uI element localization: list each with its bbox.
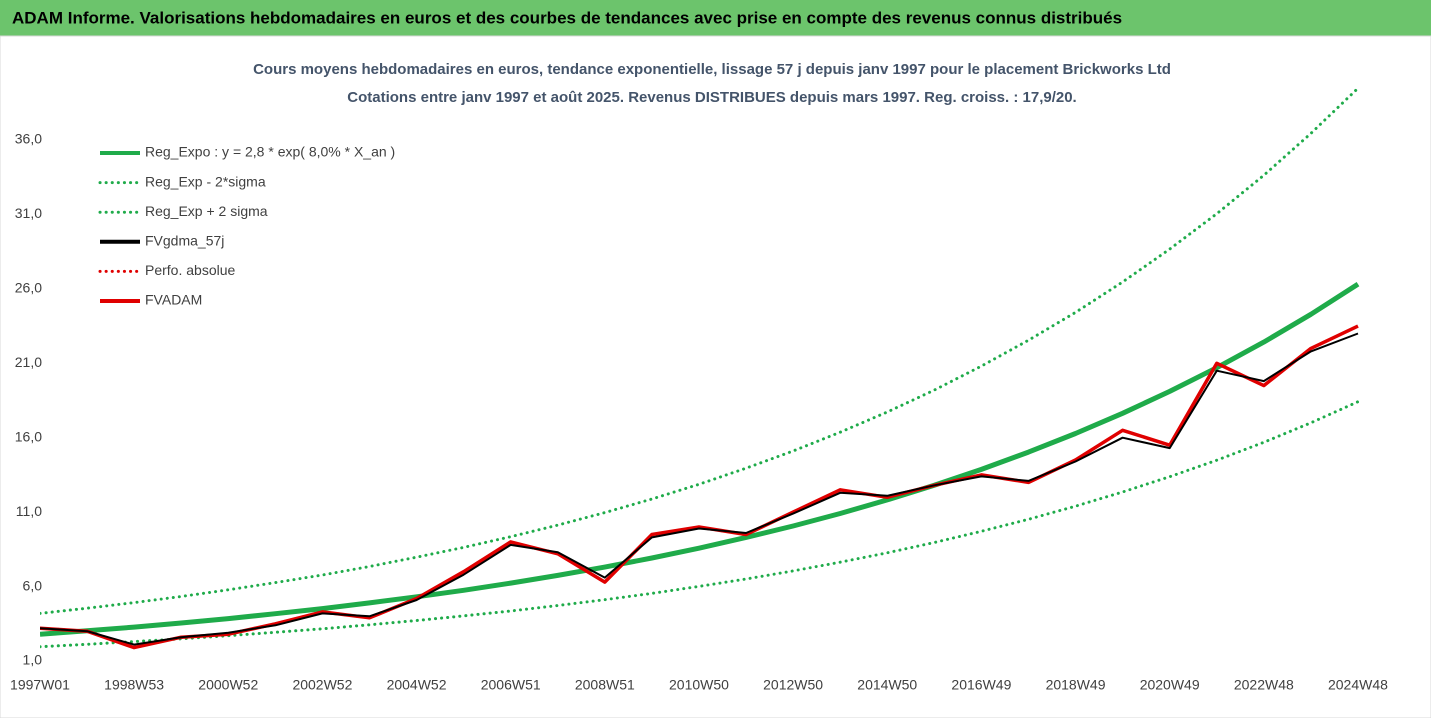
legend-label: Perfo. absolue	[145, 262, 235, 278]
y-tick-label: 26,0	[15, 280, 42, 296]
x-tick-label: 2016W49	[951, 677, 1011, 693]
x-tick-label: 2014W50	[857, 677, 917, 693]
y-tick-label: 36,0	[15, 131, 42, 147]
y-tick-label: 11,0	[16, 503, 42, 519]
y-tick-label: 16,0	[15, 428, 42, 444]
title-bar	[0, 0, 1431, 36]
x-tick-label: 2000W52	[198, 677, 258, 693]
x-tick-label: 2018W49	[1046, 677, 1106, 693]
x-tick-label: 2006W51	[481, 677, 541, 693]
series-line	[40, 400, 1360, 649]
x-tick-label: 2024W48	[1328, 677, 1388, 693]
x-tick-label: 2002W52	[292, 677, 352, 693]
series-line	[40, 281, 1360, 637]
chart-subtitle: Cotations entre janv 1997 et août 2025. …	[347, 89, 1076, 106]
series-line	[40, 332, 1359, 646]
plot-area	[40, 86, 1360, 650]
x-tick-label: 1997W01	[10, 677, 70, 693]
x-tick-label: 2022W48	[1234, 677, 1294, 693]
legend-label: Reg_Expo : y = 2,8 * exp( 8,0% * X_an )	[145, 144, 395, 160]
chart-title: ADAM Informe. Valorisations hebdomadaire…	[12, 8, 1122, 27]
y-tick-label: 21,0	[15, 354, 42, 370]
chart-subtitle: Cours moyens hebdomadaires en euros, ten…	[253, 61, 1171, 78]
chart-frame	[0, 35, 1431, 718]
x-tick-label: 2008W51	[575, 677, 635, 693]
legend-label: Reg_Exp - 2*sigma	[145, 173, 266, 189]
legend-label: FVADAM	[145, 292, 202, 308]
y-tick-label: 6,0	[23, 577, 43, 593]
legend-label: FVgdma_57j	[145, 233, 224, 249]
y-tick-label: 1,0	[23, 652, 43, 668]
x-tick-label: 1998W53	[104, 677, 164, 693]
x-tick-label: 2004W52	[387, 677, 447, 693]
legend-label: Reg_Exp + 2 sigma	[145, 203, 268, 219]
x-tick-label: 2012W50	[763, 677, 823, 693]
x-tick-label: 2020W49	[1140, 677, 1200, 693]
x-tick-label: 2010W50	[669, 677, 729, 693]
y-tick-label: 31,0	[15, 205, 42, 221]
